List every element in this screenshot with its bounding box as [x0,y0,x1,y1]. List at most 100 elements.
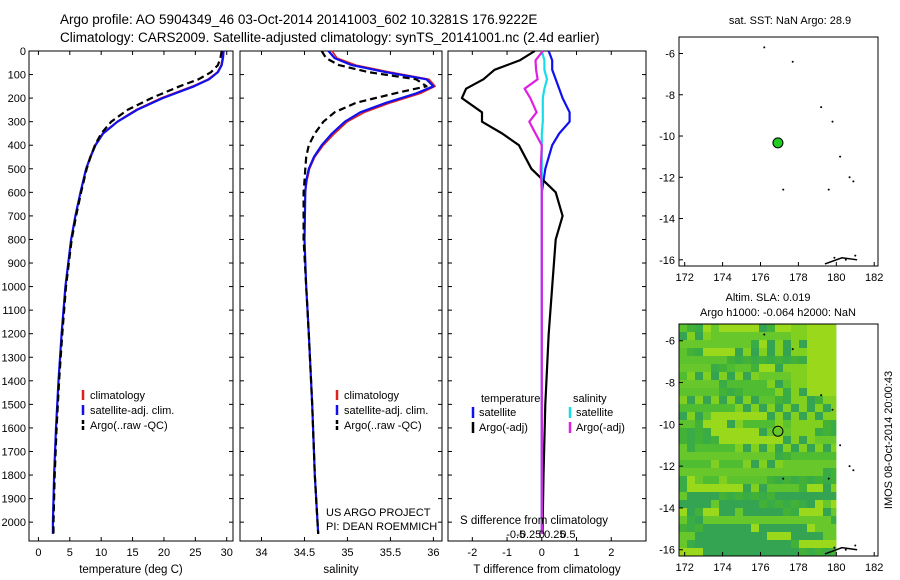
sla-cell [735,508,743,516]
sla-cell [743,484,751,492]
sla-cell [823,468,831,476]
sla-cell [807,420,815,428]
sla-cell [791,532,799,540]
x-tick-label: 172 [676,562,694,574]
y-tick-label: -6 [665,49,675,61]
sla-cell [775,460,783,468]
sla-cell [735,348,743,356]
sla-cell [759,452,767,460]
series-s-argo [523,50,544,534]
sla-cell [695,348,703,356]
y-tick-label: -16 [659,545,675,557]
argo-position-marker [772,137,784,149]
sla-cell [687,508,695,516]
sla-cell [711,388,719,396]
sla-cell [831,492,837,500]
sla-cell [703,380,711,388]
sla-cell [783,484,791,492]
sla-cell [751,436,759,444]
sla-cell [695,356,703,364]
sla-cell [759,460,767,468]
sla-cell [807,492,815,500]
sla-cell [735,524,743,532]
x-tick-label: 25 [189,547,201,559]
sla-cell [679,452,687,460]
sla-cell [831,532,837,540]
sla-cell [767,412,775,420]
sla-cell [815,492,823,500]
sla-cell [759,532,767,540]
sla-cell [719,428,727,436]
island-dot [848,465,851,468]
sla-cell [679,460,687,468]
sla-cell [807,380,815,388]
sla-cell [759,508,767,516]
sla-cell [687,436,695,444]
sla-cell [695,484,703,492]
sla-cell [679,364,687,372]
sla-cell [831,516,837,524]
sla-cell [815,380,823,388]
sla-cell [703,524,711,532]
sla-cell [815,476,823,484]
legend-label: satellite-adj. clim. [90,405,174,417]
sla-cell [767,508,775,516]
sla-cell [831,468,837,476]
sla-cell [783,476,791,484]
sla-cell [823,340,831,348]
sla-cell [703,324,711,332]
y-tick-label: -16 [659,255,675,267]
sla-map: 172 174 176 178 180 182 -6 -8 -10 -12 -14 -16 [659,323,883,574]
sla-cell [775,476,783,484]
sla-cell [815,324,823,332]
sla-cell [799,356,807,364]
sla-cell [823,332,831,340]
sla-cell [687,516,695,524]
sla-cell [783,516,791,524]
sla-cell [743,404,751,412]
sla-cell [815,516,823,524]
island-dot [833,546,836,549]
sla-cell [759,356,767,364]
sla-cell [711,436,719,444]
sla-cell [695,340,703,348]
y-tick-label: 1800 [2,470,26,482]
sla-cell [679,500,687,508]
sla-cell [807,436,815,444]
imos-side-label: IMOS 08-Oct-2014 20:00:43 [883,371,895,509]
legend-label: climatology [344,390,400,402]
temperature-panel: 0100200300400500600700800900100011001200… [2,46,234,576]
sla-cell [679,324,687,332]
y-tick-label: 600 [8,187,26,199]
sla-cell [791,428,799,436]
y-tick-label: -8 [665,378,675,390]
sla-cell [823,356,831,364]
sla-cell [695,364,703,372]
legend-label: satellite-adj. clim. [344,405,428,417]
sla-cell [727,468,735,476]
sla-cell [815,372,823,380]
sla-cell [775,548,783,556]
sla-cell [711,508,719,516]
annotation-pi: PI: DEAN ROEMMICH [326,521,437,533]
sla-cell [791,460,799,468]
sla-cell [807,356,815,364]
y-tick-label: 1400 [2,376,26,388]
sla-cell [791,388,799,396]
sla-cell [719,396,727,404]
sla-cell [687,492,695,500]
sla-cell [751,428,759,436]
sla-cell [735,340,743,348]
sla-cell [679,468,687,476]
sla-cell [695,396,703,404]
sla-cell [751,324,759,332]
sla-cell [719,492,727,500]
sla-cell [735,404,743,412]
sla-cell [831,404,837,412]
sla-cell [815,420,823,428]
sla-cell [767,484,775,492]
sla-cell [807,340,815,348]
y-tick-label: 800 [8,234,26,246]
sla-cell [831,524,837,532]
sla-cell [783,380,791,388]
